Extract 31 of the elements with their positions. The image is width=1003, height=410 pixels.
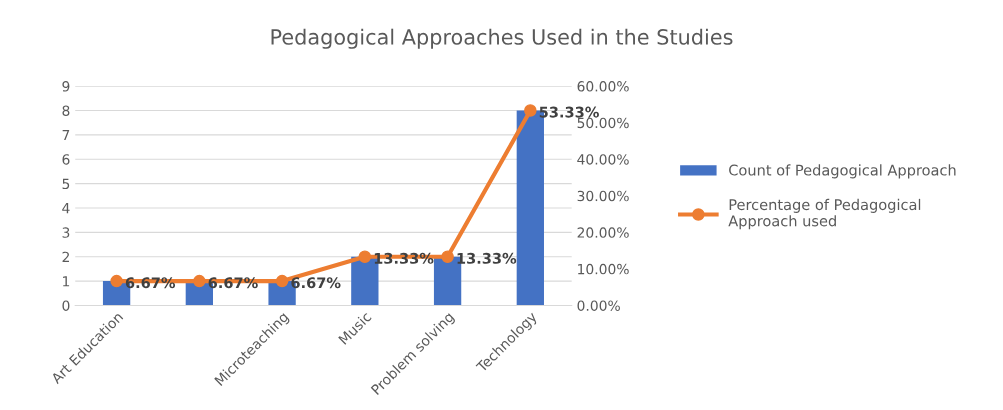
y-tick-label: 0: [62, 300, 70, 311]
data-label: 6.67%: [291, 277, 341, 289]
point: [193, 274, 206, 288]
point: [110, 274, 123, 288]
y-tick-label: 6: [62, 154, 70, 165]
y-tick-label: 9: [62, 81, 70, 92]
y2-tick-label: 20.00%: [577, 227, 629, 238]
y2-tick-label: 40.00%: [577, 154, 629, 165]
y2-tick-label: 10.00%: [578, 263, 629, 275]
legend-label: Count of Pedagogical Approach: [729, 164, 956, 179]
y-tick-label: 2: [62, 251, 69, 262]
y-tick-label: 1: [63, 276, 70, 287]
data-label: 53.33%: [539, 106, 599, 118]
point: [358, 250, 372, 263]
y-tick-label: 5: [62, 178, 70, 190]
data-label: 6.67%: [208, 277, 258, 289]
legend-label: Percentage of Pedagogical Approach used: [728, 198, 921, 230]
data-label: 13.33%: [374, 252, 434, 264]
chart-title: Pedagogical Approaches Used in the Studies: [271, 28, 733, 49]
y2-tick-label: 30.00%: [577, 190, 629, 202]
y-tick-label: 7: [62, 130, 70, 141]
data-label: 13.33%: [457, 252, 517, 264]
y2-tick-label: 50.00%: [577, 117, 629, 129]
y-tick-label: 4: [62, 203, 70, 214]
y2-tick-label: 60.00%: [577, 81, 629, 92]
point: [441, 250, 454, 263]
y-tick-label: 8: [62, 105, 70, 116]
y2-tick-label: 0.00%: [577, 300, 620, 311]
point: [275, 274, 289, 288]
y-tick-label: 3: [62, 227, 70, 238]
point: [524, 104, 537, 117]
